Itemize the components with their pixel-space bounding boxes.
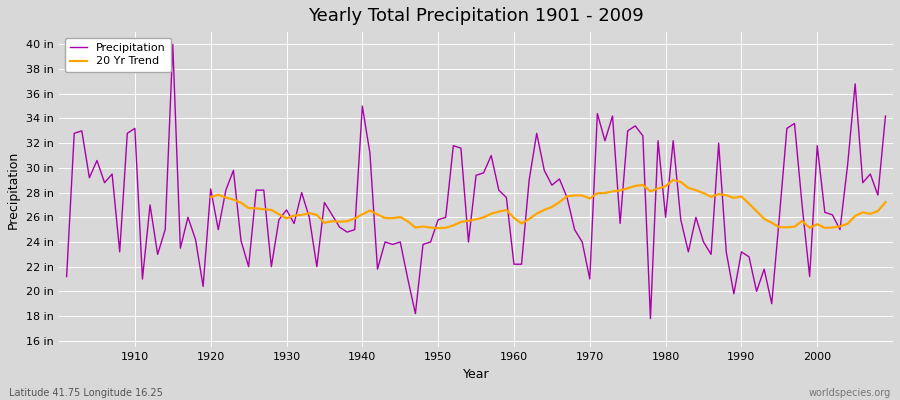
- Precipitation: [61, 274, 72, 279]
- Precipitation: [122, 131, 132, 136]
- Precipitation: [516, 262, 526, 267]
- Legend: Precipitation, 20 Yr Trend: Precipitation, 20 Yr Trend: [65, 38, 171, 72]
- Text: worldspecies.org: worldspecies.org: [809, 388, 891, 398]
- Title: Yearly Total Precipitation 1901 - 2009: Yearly Total Precipitation 1901 - 2009: [308, 7, 644, 25]
- 20 Yr Trend: [796, 218, 807, 223]
- Precipitation: [645, 316, 656, 321]
- Text: Latitude 41.75 Longitude 16.25: Latitude 41.75 Longitude 16.25: [9, 388, 163, 398]
- X-axis label: Year: Year: [463, 368, 490, 381]
- Precipitation: [167, 42, 178, 47]
- 20 Yr Trend: [433, 226, 444, 230]
- Precipitation: [508, 262, 519, 267]
- 20 Yr Trend: [781, 225, 792, 230]
- 20 Yr Trend: [410, 225, 421, 230]
- Line: Precipitation: Precipitation: [67, 44, 886, 318]
- Line: 20 Yr Trend: 20 Yr Trend: [211, 180, 886, 228]
- 20 Yr Trend: [668, 178, 679, 182]
- Precipitation: [608, 114, 618, 118]
- 20 Yr Trend: [690, 188, 701, 193]
- Y-axis label: Precipitation: Precipitation: [7, 150, 20, 229]
- Precipitation: [342, 230, 353, 234]
- Precipitation: [880, 114, 891, 118]
- Precipitation: [296, 190, 307, 195]
- 20 Yr Trend: [205, 195, 216, 200]
- 20 Yr Trend: [296, 212, 307, 217]
- 20 Yr Trend: [865, 212, 876, 216]
- 20 Yr Trend: [880, 200, 891, 204]
